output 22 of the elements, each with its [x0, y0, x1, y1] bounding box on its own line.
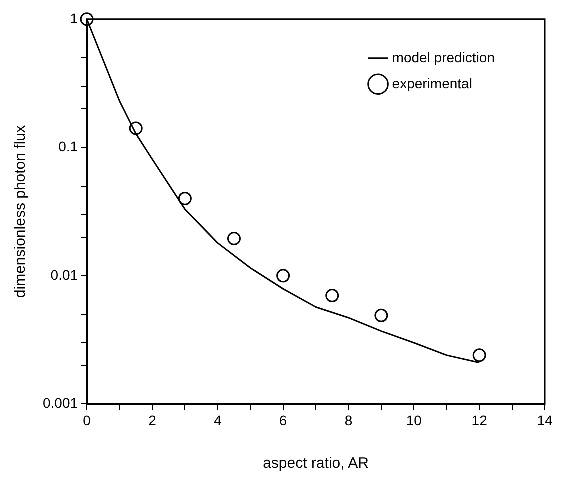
y-tick-label: 0.01	[50, 266, 78, 283]
legend-label: model prediction	[392, 49, 496, 66]
x-tick-label: 10	[406, 412, 422, 428]
point	[326, 289, 340, 303]
x-tick-label: 14	[537, 412, 553, 428]
x-tick-label: 0	[83, 412, 92, 428]
point	[178, 192, 192, 206]
y-axis-title: dimensionless photon flux	[12, 125, 30, 298]
x-tick-label: 6	[279, 412, 288, 428]
x-tick-label: 2	[148, 412, 157, 428]
x-axis-title: aspect ratio, AR	[263, 455, 370, 472]
point	[374, 308, 388, 322]
y-tick-label: 1	[70, 10, 78, 26]
x-tick-label: 8	[344, 412, 353, 428]
legend-label: experimental	[392, 75, 472, 92]
y-tick-label: 0.001	[42, 395, 78, 412]
x-tick-label: 12	[472, 412, 488, 428]
point	[276, 269, 290, 283]
point	[227, 232, 241, 246]
x-tick-label: 4	[214, 412, 222, 428]
y-tick-label: 0.1	[58, 138, 78, 155]
point	[472, 348, 486, 362]
